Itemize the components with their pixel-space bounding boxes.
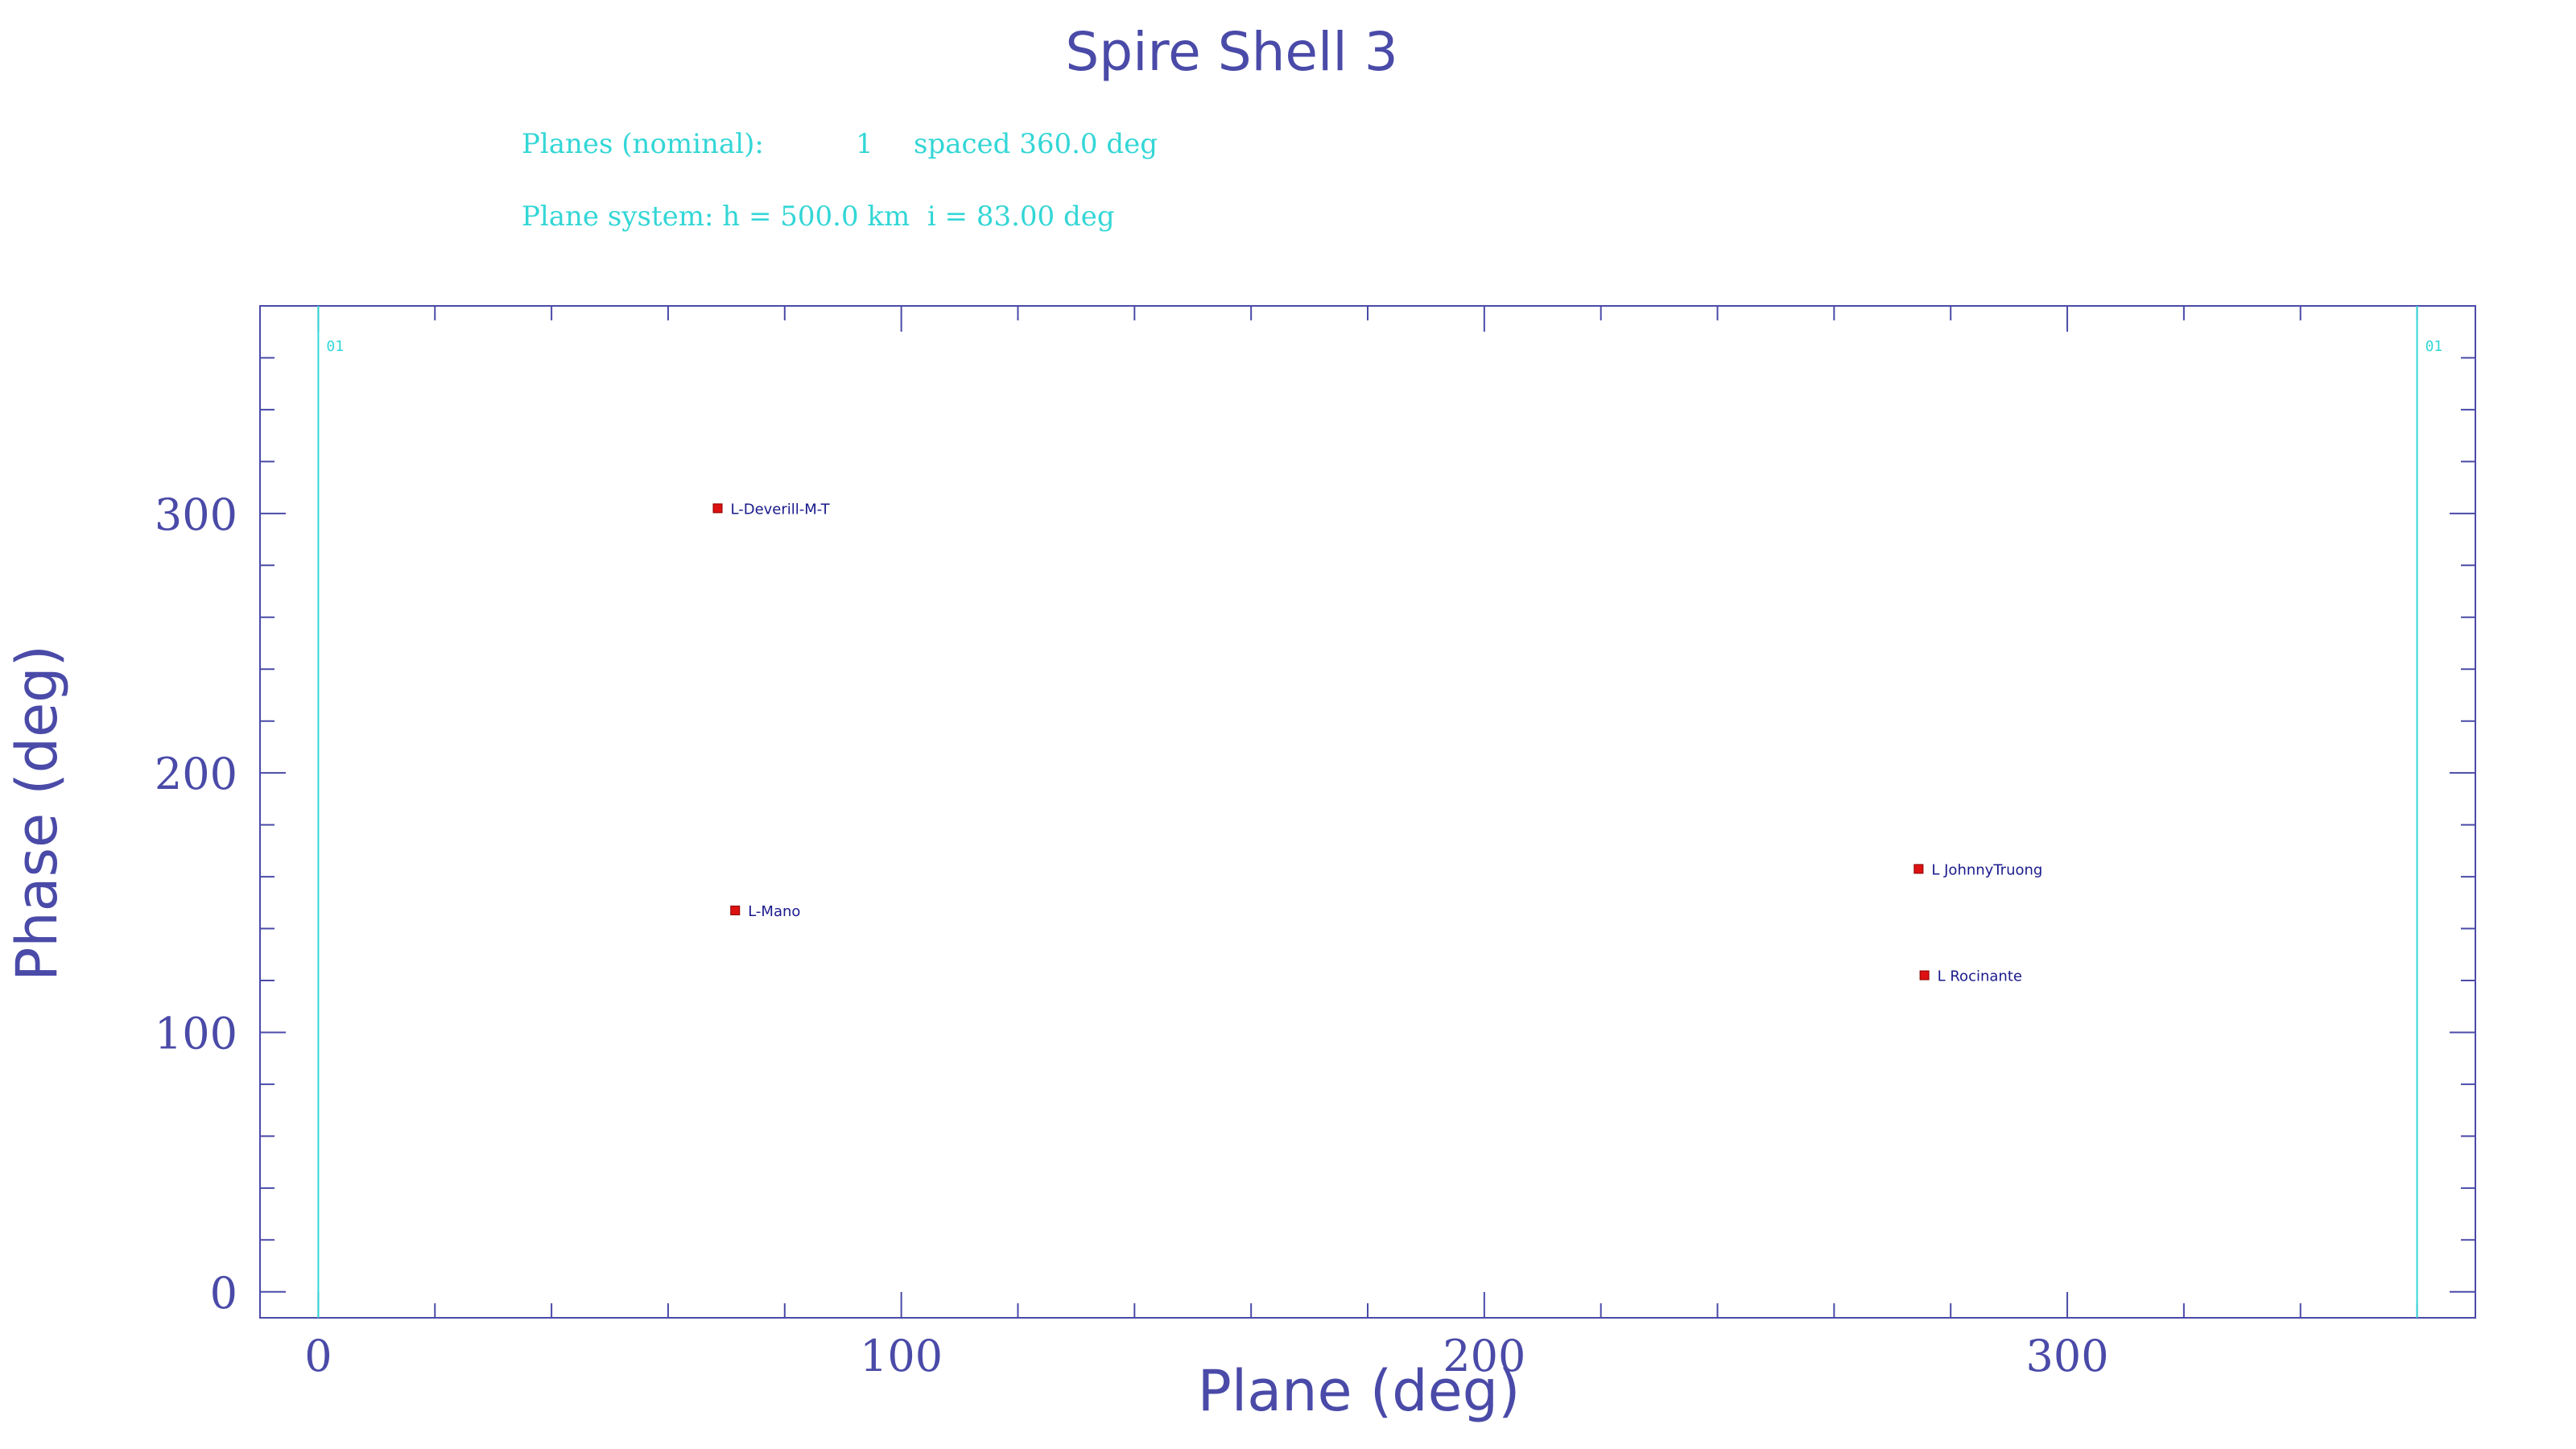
x-tick-label: 0 <box>304 1331 332 1381</box>
data-point-marker <box>712 503 723 514</box>
plot-frame <box>259 305 2476 1319</box>
plot-area: 0 100 200 300 0 100 200 300 01 01 L-Deverill-M-T L-… <box>155 305 2476 1381</box>
data-point-label: L JohnnyTruong <box>1931 861 2042 878</box>
data-point-label: L-Deverill-M-T <box>731 501 831 518</box>
data-point-marker <box>1919 970 1930 980</box>
y-axis-label: Phase (deg) <box>4 645 70 981</box>
info-line-planes-spacing: spaced 360.0 deg <box>914 128 1158 160</box>
y-tick-label: 300 <box>155 489 237 540</box>
info-line-plane-system: Plane system: h = 500.0 km i = 83.00 deg <box>522 200 1115 233</box>
info-line-planes-label: Planes (nominal): <box>522 128 764 160</box>
chart-title: Spire Shell 3 <box>1065 21 1397 83</box>
x-tick-label: 100 <box>860 1331 943 1381</box>
data-point-label: L Rocinante <box>1938 968 2022 985</box>
y-tick-label: 100 <box>155 1008 237 1059</box>
y-tick-label: 200 <box>155 749 237 799</box>
x-axis-label: Plane (deg) <box>1198 1358 1521 1424</box>
x-tick-label: 200 <box>1443 1331 1525 1381</box>
y-tick-label: 0 <box>210 1268 237 1319</box>
plane-line-label: 01 <box>326 338 344 355</box>
plane-line-label: 01 <box>2425 338 2443 355</box>
x-tick-label: 300 <box>2026 1331 2109 1381</box>
data-point-marker <box>1913 864 1924 874</box>
data-point-marker <box>730 905 741 915</box>
info-line-planes-count: 1 <box>856 128 873 160</box>
data-point-label: L-Mano <box>748 903 800 920</box>
